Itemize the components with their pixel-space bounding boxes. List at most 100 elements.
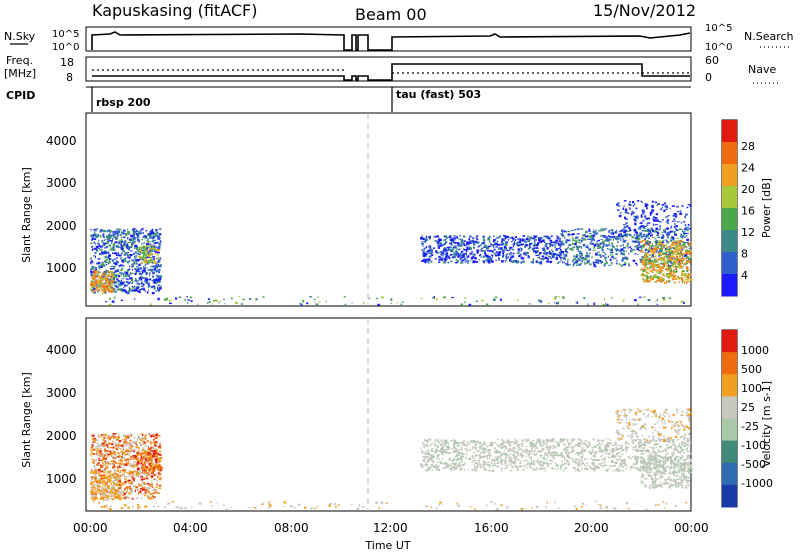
echo-point	[611, 264, 613, 266]
echo-point	[671, 246, 674, 249]
echo-point	[581, 239, 584, 241]
echo-point	[547, 303, 550, 305]
echo-point	[95, 243, 97, 245]
echo-point	[553, 241, 555, 243]
echo-point	[100, 229, 103, 230]
echo-point	[654, 230, 656, 233]
echo-point	[144, 246, 146, 249]
echo-point	[580, 250, 582, 253]
echo-point	[145, 251, 147, 254]
echo-point	[151, 495, 154, 497]
echo-point	[481, 300, 484, 302]
echo-point	[581, 260, 583, 263]
echo-point	[641, 246, 644, 248]
echo-point	[130, 240, 132, 242]
echo-point	[435, 298, 438, 301]
echo-point	[649, 241, 652, 243]
echo-point	[208, 301, 211, 303]
echo-point	[644, 243, 647, 246]
echo-point	[118, 254, 122, 256]
echo-point	[97, 242, 100, 245]
echo-point	[120, 465, 122, 468]
echo-point	[678, 281, 680, 283]
echo-point	[601, 439, 604, 443]
echo-point	[533, 469, 535, 471]
echo-point	[152, 446, 155, 450]
echo-point	[255, 298, 258, 301]
echo-point	[139, 490, 142, 493]
echo-point	[113, 479, 116, 481]
echo-point	[584, 234, 586, 236]
echo-point	[90, 453, 92, 456]
echo-point	[140, 243, 144, 245]
echo-point	[98, 275, 100, 277]
echo-point	[563, 237, 566, 239]
echo-point	[119, 229, 122, 231]
echo-point	[603, 264, 605, 267]
echo-point	[122, 447, 124, 449]
echo-point	[679, 228, 681, 230]
echo-point	[578, 264, 580, 266]
echo-point	[646, 275, 649, 277]
echo-point	[657, 232, 660, 235]
echo-point	[535, 446, 538, 450]
echo-point	[493, 246, 495, 249]
echo-point	[474, 241, 477, 244]
echo-point	[144, 489, 146, 491]
echo-point	[126, 472, 129, 474]
echo-point	[136, 497, 139, 500]
echo-point	[96, 442, 99, 444]
echo-point	[618, 465, 620, 468]
echo-point	[551, 249, 553, 251]
echo-point	[113, 433, 116, 435]
echo-point	[117, 241, 120, 244]
echo-point	[615, 262, 618, 265]
echo-point	[127, 261, 129, 264]
echo-point	[573, 263, 575, 266]
echo-point	[104, 489, 108, 492]
echo-point	[126, 272, 129, 275]
echo-point	[146, 263, 149, 265]
echo-point	[133, 479, 135, 482]
echo-point	[426, 440, 429, 442]
echo-point	[105, 466, 108, 468]
echo-point	[524, 253, 527, 255]
echo-point	[144, 263, 146, 266]
echo-point	[602, 255, 605, 257]
echo-point	[105, 437, 108, 439]
echo-point	[144, 238, 146, 240]
echo-point	[480, 256, 483, 258]
echo-point	[642, 233, 645, 236]
echo-point	[147, 245, 150, 248]
echo-point	[458, 255, 461, 257]
echo-point	[654, 253, 656, 255]
echo-point	[100, 491, 103, 494]
echo-point	[94, 233, 97, 235]
echo-point	[504, 243, 508, 246]
echo-point	[102, 492, 106, 494]
echo-point	[152, 256, 156, 258]
echo-point	[592, 231, 596, 234]
echo-point	[606, 239, 610, 242]
echo-point	[555, 464, 559, 467]
colorbar-segment	[722, 120, 737, 143]
echo-point	[150, 453, 152, 455]
echo-point	[144, 469, 147, 472]
echo-point	[646, 251, 650, 254]
echo-point	[616, 236, 618, 238]
echo-point	[144, 450, 147, 453]
echo-point	[133, 240, 137, 242]
echo-point	[608, 234, 610, 237]
echo-point	[158, 465, 162, 468]
echo-point	[102, 244, 105, 247]
echo-point	[153, 280, 156, 283]
echo-point	[662, 266, 664, 269]
echo-point	[639, 259, 641, 261]
echo-point	[686, 232, 689, 235]
echo-point	[680, 240, 684, 242]
echo-point	[118, 440, 122, 442]
freq-label-2: [MHz]	[4, 67, 36, 80]
echo-point	[163, 298, 166, 300]
echo-point	[93, 229, 95, 231]
echo-point	[627, 243, 629, 245]
